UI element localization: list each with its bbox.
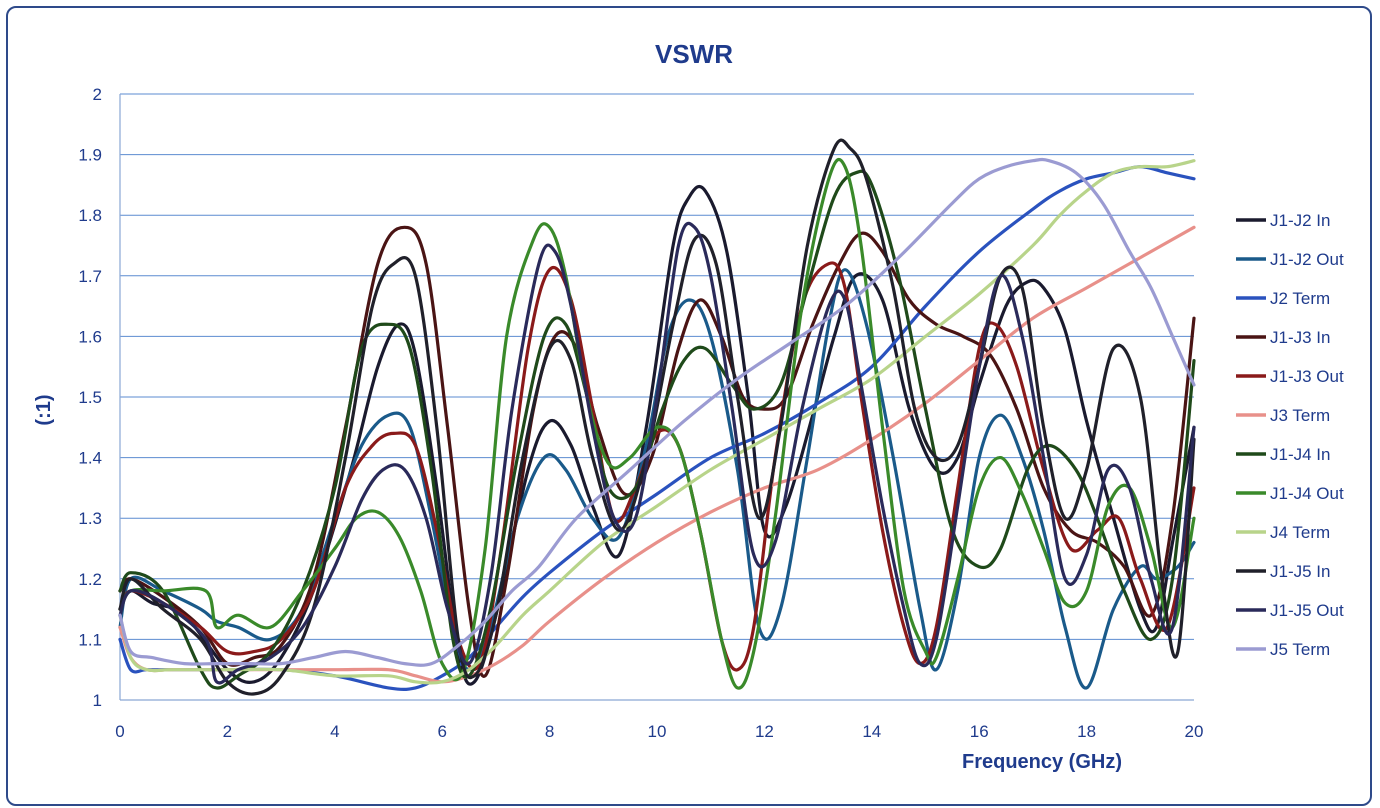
x-tick-label: 14 xyxy=(862,722,881,741)
tick-labels: 11.11.21.31.41.51.61.71.81.920 2 4 6 8 10 12 14… xyxy=(78,85,1203,741)
y-tick-label: 1.9 xyxy=(78,146,102,165)
legend-label-j1-j3-in: J1-J3 In xyxy=(1270,328,1330,347)
legend-label-j1-j2-in: J1-J2 In xyxy=(1270,211,1330,230)
series-line-j5-term xyxy=(118,157,1196,667)
y-tick-label: 1.7 xyxy=(78,267,102,286)
y-tick-label: 1.3 xyxy=(78,509,102,528)
legend-label-j4-term: J4 Term xyxy=(1270,523,1330,542)
x-tick-label: 4 xyxy=(330,722,339,741)
series-line-j1-j5-out xyxy=(118,221,1196,685)
y-tick-label: 1.2 xyxy=(78,570,102,589)
series-line-j4-term xyxy=(118,159,1196,685)
y-axis-title: (:1) xyxy=(33,394,55,425)
legend-label-j3-term: J3 Term xyxy=(1270,406,1330,425)
legend-label-j1-j4-in: J1-J4 In xyxy=(1270,445,1330,464)
vswr-chart: VSWR Frequency (GHz) (:1) 1 1.1 1.2 1.3 1.4 1… xyxy=(33,39,1344,773)
series-line-j1-j3-out xyxy=(118,261,1196,672)
x-axis-title: Frequency (GHz) xyxy=(962,751,1122,773)
axes xyxy=(119,94,1194,701)
y-tick-label: 1 xyxy=(93,691,102,710)
series-line-j1-j5-in xyxy=(118,138,1196,696)
x-tick-label: 16 xyxy=(970,722,989,741)
legend-label-j5-term: J5 Term xyxy=(1270,640,1330,659)
legend-label-j1-j4-out: J1-J4 Out xyxy=(1270,484,1344,503)
legend-label-j1-j5-in: J1-J5 In xyxy=(1270,562,1330,581)
legend: J1-J2 In J1-J2 Out J2 Term J1-J3 In J1-J3 Ou… xyxy=(1236,211,1344,659)
x-tick-label: 10 xyxy=(648,722,667,741)
legend-label-j1-j5-out: J1-J5 Out xyxy=(1270,601,1344,620)
x-tick-label: 20 xyxy=(1185,722,1204,741)
y-tick-label: 1.5 xyxy=(78,388,102,407)
chart-frame: VSWR Frequency (GHz) (:1) 1 1.1 1.2 1.3 1.4 1… xyxy=(6,6,1372,806)
y-tick-label: 2 xyxy=(93,85,102,104)
y-tick-label: 1.6 xyxy=(78,327,102,346)
legend-label-j2-term: J2 Term xyxy=(1270,289,1330,308)
legend-label-j1-j2-out: J1-J2 Out xyxy=(1270,250,1344,269)
legend-label-j1-j3-out: J1-J3 Out xyxy=(1270,367,1344,386)
series-lines xyxy=(118,138,1196,696)
series-line-j1-j2-in xyxy=(118,184,1196,686)
x-tick-label: 12 xyxy=(755,722,774,741)
x-tick-label: 18 xyxy=(1077,722,1096,741)
series-line-j1-j3-in xyxy=(118,225,1196,678)
x-tick-label: 0 xyxy=(115,722,124,741)
y-tick-label: 1.8 xyxy=(78,206,102,225)
x-tick-label: 6 xyxy=(437,722,446,741)
y-tick-label: 1.4 xyxy=(78,449,102,468)
x-tick-label: 8 xyxy=(545,722,554,741)
y-tick-label: 1.1 xyxy=(78,630,102,649)
series-line-j1-j2-out xyxy=(118,268,1196,690)
chart-title: VSWR xyxy=(655,39,733,69)
series-line-j1-j4-in xyxy=(118,169,1196,690)
series-line-j1-j4-out xyxy=(118,157,1196,690)
x-tick-label: 2 xyxy=(223,722,232,741)
